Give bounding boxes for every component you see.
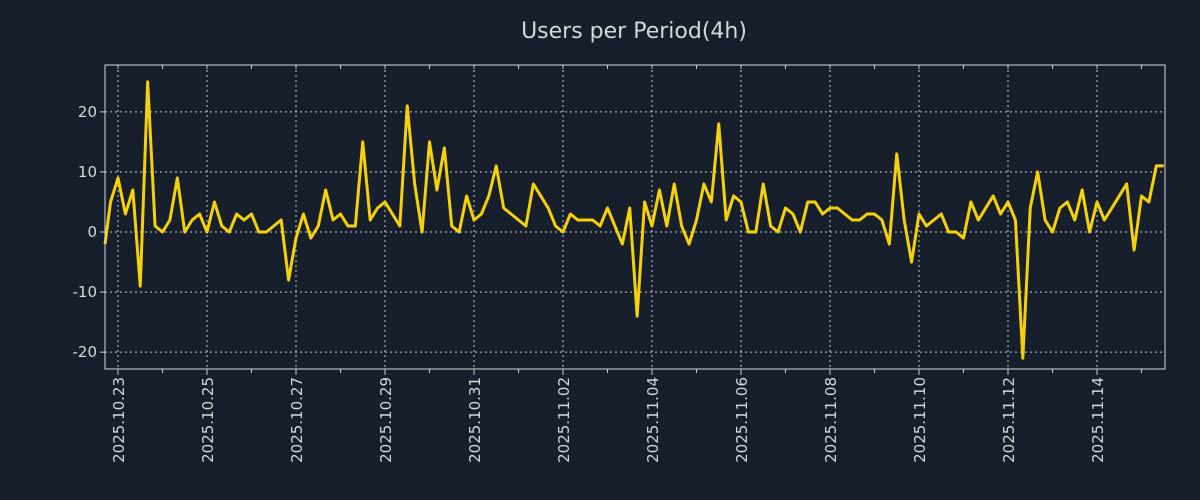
x-tick-label: 2025.11.14: [1089, 377, 1107, 463]
grid-lines: [105, 65, 1165, 369]
x-tick-label: 2025.10.29: [377, 377, 395, 463]
y-tick-label: 0: [87, 223, 97, 241]
x-tick-label: 2025.10.31: [466, 377, 484, 463]
y-tick-label: -20: [73, 343, 98, 361]
y-axis: -20 -10 0 10 20: [73, 103, 105, 361]
y-tick-label: -10: [73, 283, 98, 301]
x-tick-label: 2025.10.25: [199, 377, 217, 463]
plot-frame: [104, 64, 1166, 370]
x-tick-label: 2025.11.06: [733, 377, 751, 463]
x-axis: 2025.10.23 2025.10.25 2025.10.27 2025.10.29…: [110, 65, 1142, 463]
x-tick-label: 2025.11.02: [555, 377, 573, 463]
x-tick-label: 2025.10.23: [110, 377, 128, 463]
y-tick-label: 20: [78, 103, 97, 121]
x-tick-label: 2025.10.27: [288, 377, 306, 463]
x-tick-label: 2025.11.12: [1000, 377, 1018, 463]
y-tick-label: 10: [78, 163, 97, 181]
series-line-users: [103, 80, 1164, 360]
chart-title: Users per Period(4h): [521, 19, 747, 44]
series-layer: [103, 80, 1164, 360]
x-tick-label: 2025.11.10: [911, 377, 929, 463]
x-tick-label: 2025.11.08: [822, 377, 840, 463]
x-tick-label: 2025.11.04: [644, 377, 662, 463]
